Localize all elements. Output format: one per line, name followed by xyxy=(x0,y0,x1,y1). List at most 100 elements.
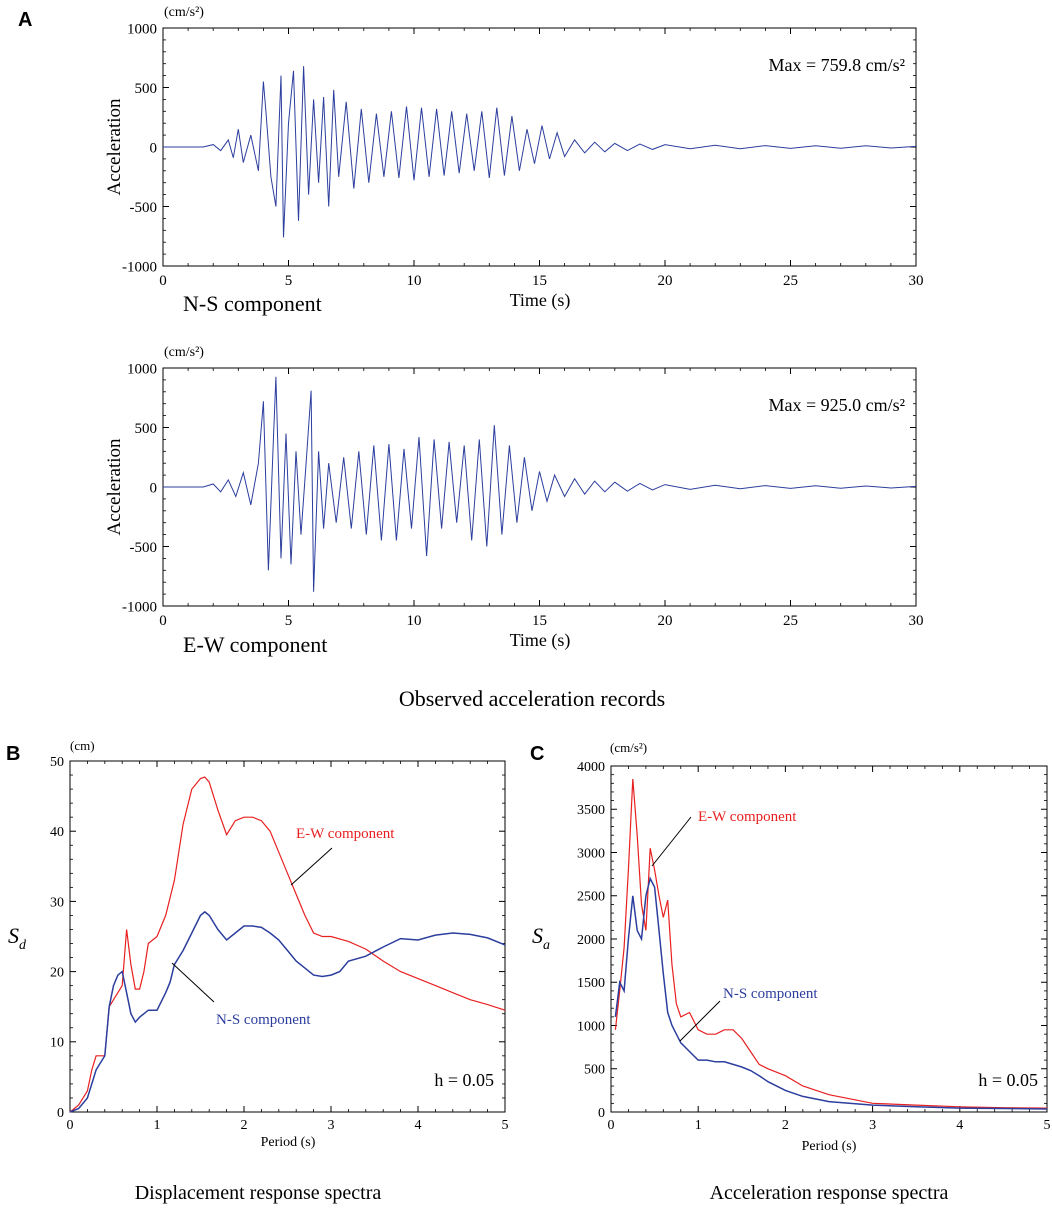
ew-x-tick-label: 20 xyxy=(658,613,673,629)
panel-label-a: A xyxy=(18,9,32,31)
sd-y-tick-label: 20 xyxy=(50,966,64,981)
ns-x-tick-label: 5 xyxy=(285,273,293,289)
ns-y-axis-label: Acceleration xyxy=(104,98,125,196)
sa-h-annotation: h = 0.05 xyxy=(978,1070,1038,1090)
ew-x-tick-label: 15 xyxy=(532,613,547,629)
sd-y-tick-label: 0 xyxy=(57,1106,64,1121)
sd-plot-frame xyxy=(69,760,506,1113)
ns-x-tick-label: 15 xyxy=(532,273,547,289)
sd-unit-label: (cm) xyxy=(70,738,95,753)
sd-y-axis: 0 10 20 30 40 50 xyxy=(50,755,505,1121)
ew-y-tick-label: 1000 xyxy=(127,361,157,377)
ns-unit-label: (cm/s²) xyxy=(164,5,204,20)
ew-x-axis: 0 5 10 15 20 25 30 xyxy=(159,368,924,629)
sd-x-tick-label: 3 xyxy=(328,1118,335,1133)
caption-acceleration-spectra: Acceleration response spectra xyxy=(710,1182,949,1204)
sa-ns-series xyxy=(614,876,1048,1110)
sd-x-tick-label: 4 xyxy=(415,1118,422,1133)
ew-y-axis-label: Acceleration xyxy=(104,438,125,536)
ns-y-axis: -1000 -500 0 500 1000 xyxy=(122,21,916,275)
ew-record-chart: 0 5 10 15 20 25 30 -1000 -500 0 500 1000 (cm/s²) A… xyxy=(104,345,924,657)
panel-label-b: B xyxy=(6,743,20,765)
sa-y-tick-label: 2000 xyxy=(577,933,605,948)
ew-x-tick-label: 0 xyxy=(159,613,167,629)
ns-x-tick-label: 10 xyxy=(407,273,422,289)
sd-x-axis-label: Period (s) xyxy=(261,1135,316,1150)
ns-record-chart: 0 5 10 15 20 25 30 -1000 -500 0 500 1000 (cm/s²) A… xyxy=(104,5,924,316)
caption-acceleration-records: Observed acceleration records xyxy=(399,686,665,711)
sa-plot-frame xyxy=(610,765,1048,1113)
displacement-spectra-chart: 0 1 2 3 4 5 0 10 20 30 40 50 (cm) Sd Period (s) h … xyxy=(8,738,509,1150)
sa-y-tick-label: 1500 xyxy=(577,976,605,991)
ew-max-annotation: Max = 925.0 cm/s² xyxy=(768,395,905,415)
ns-y-tick-label: -1000 xyxy=(122,259,157,275)
ns-y-tick-label: 500 xyxy=(135,81,158,97)
ew-y-tick-label: 0 xyxy=(150,480,158,496)
sa-x-tick-label: 2 xyxy=(782,1118,789,1133)
ew-x-tick-label: 5 xyxy=(285,613,293,629)
ns-record-series xyxy=(163,66,917,238)
sd-y-tick-label: 40 xyxy=(50,825,64,840)
sa-ew-series xyxy=(614,778,1048,1109)
sd-ns-callout-label: N-S component xyxy=(216,1012,311,1028)
sd-x-axis: 0 1 2 3 4 5 xyxy=(67,761,509,1133)
sa-y-tick-label: 3500 xyxy=(577,803,605,818)
ew-y-tick-label: -1000 xyxy=(122,599,157,615)
ns-x-tick-label: 30 xyxy=(909,273,924,289)
ew-x-axis-label: Time (s) xyxy=(510,630,571,651)
sa-y-tick-label: 1000 xyxy=(577,1019,605,1034)
sd-ns-callout-line xyxy=(171,962,215,1003)
sa-x-tick-label: 1 xyxy=(695,1118,702,1133)
sd-x-tick-label: 2 xyxy=(241,1118,248,1133)
ns-y-tick-label: 1000 xyxy=(127,21,157,37)
ew-record-series xyxy=(163,376,917,592)
ns-max-annotation: Max = 759.8 cm/s² xyxy=(768,55,905,75)
sa-x-tick-label: 0 xyxy=(608,1118,615,1133)
sa-x-axis: 0 1 2 3 4 5 xyxy=(608,766,1051,1133)
sa-y-tick-label: 4000 xyxy=(577,760,605,775)
sa-y-tick-label: 2500 xyxy=(577,890,605,905)
sa-ew-callout-label: E-W component xyxy=(698,809,797,825)
sd-x-tick-label: 5 xyxy=(502,1118,509,1133)
sd-y-tick-label: 30 xyxy=(50,895,64,910)
sa-ns-callout-label: N-S component xyxy=(723,986,818,1002)
caption-displacement-spectra: Displacement response spectra xyxy=(135,1182,382,1204)
ew-x-tick-label: 10 xyxy=(407,613,422,629)
sd-ns-series xyxy=(69,910,506,1113)
sa-y-axis: 0 500 1000 1500 2000 2500 3000 3500 4000 xyxy=(577,760,1047,1121)
sd-y-tick-label: 10 xyxy=(50,1036,64,1051)
sd-x-tick-label: 0 xyxy=(67,1118,74,1133)
sa-x-tick-label: 5 xyxy=(1044,1118,1051,1133)
sd-h-annotation: h = 0.05 xyxy=(434,1070,494,1090)
sa-x-tick-label: 3 xyxy=(869,1118,876,1133)
sd-ew-series xyxy=(69,776,506,1113)
sa-y-tick-label: 500 xyxy=(584,1063,605,1078)
sd-y-axis-label: Sd xyxy=(8,923,27,953)
ns-x-tick-label: 20 xyxy=(658,273,673,289)
ns-y-tick-label: 0 xyxy=(150,140,158,156)
panel-label-c: C xyxy=(530,743,544,765)
ew-component-label: E-W component xyxy=(183,632,327,657)
sa-ew-callout-line xyxy=(651,816,692,867)
ew-unit-label: (cm/s²) xyxy=(164,345,204,360)
sa-x-axis-label: Period (s) xyxy=(802,1139,857,1154)
sd-ew-callout-label: E-W component xyxy=(296,826,395,842)
sa-y-tick-label: 3000 xyxy=(577,846,605,861)
sa-x-tick-label: 4 xyxy=(956,1118,963,1133)
ns-x-axis-label: Time (s) xyxy=(510,290,571,311)
sd-y-tick-label: 50 xyxy=(50,755,64,770)
sd-x-tick-label: 1 xyxy=(154,1118,161,1133)
ns-x-axis: 0 5 10 15 20 25 30 xyxy=(159,28,924,289)
sa-y-tick-label: 0 xyxy=(598,1106,605,1121)
sa-unit-label: (cm/s²) xyxy=(610,740,647,755)
sa-ns-callout-line xyxy=(679,1000,721,1042)
ns-component-label: N-S component xyxy=(183,291,322,316)
ew-x-tick-label: 30 xyxy=(909,613,924,629)
sd-ew-callout-line xyxy=(290,847,333,886)
ns-x-tick-label: 25 xyxy=(783,273,798,289)
ew-x-tick-label: 25 xyxy=(783,613,798,629)
ns-y-tick-label: -500 xyxy=(130,200,158,216)
ew-y-tick-label: -500 xyxy=(130,540,158,556)
